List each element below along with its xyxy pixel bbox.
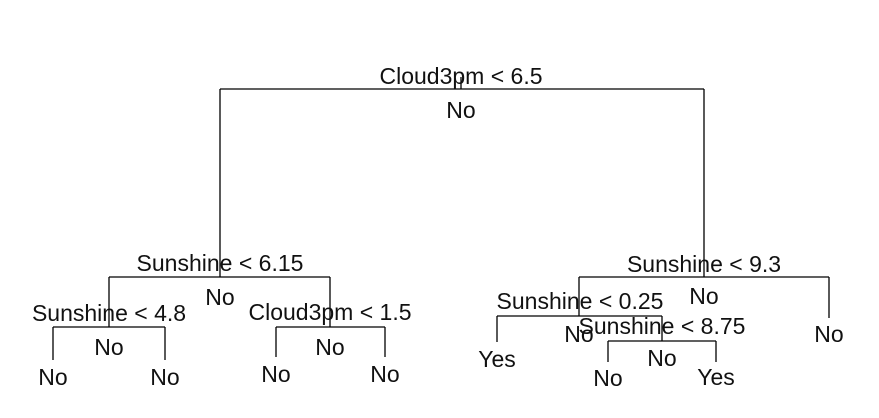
- leaf-right-right: No: [814, 321, 843, 347]
- prediction-label-right-left: No: [564, 321, 593, 347]
- leaf-left-right-left: No: [261, 361, 290, 387]
- prediction-label-right: No: [689, 283, 718, 309]
- split-label-left: Sunshine < 6.15: [137, 250, 304, 276]
- node-left: Sunshine < 6.15 No: [108, 250, 331, 327]
- split-label-right: Sunshine < 9.3: [627, 251, 781, 277]
- leaf-right-left-right-right: Yes: [697, 364, 735, 390]
- leaf-left-left-left: No: [38, 364, 67, 390]
- leaf-right-left-right-left: No: [593, 365, 622, 391]
- prediction-label-left-left: No: [94, 334, 123, 360]
- split-label-root: Cloud3pm < 6.5: [379, 63, 542, 89]
- prediction-label-right-left-right: No: [647, 345, 676, 371]
- leaf-left-right-right: No: [370, 361, 399, 387]
- node-right-left: Sunshine < 0.25 No Yes: [478, 288, 663, 372]
- split-label-left-left: Sunshine < 4.8: [32, 300, 186, 326]
- prediction-label-root: No: [446, 97, 475, 123]
- leaf-left-left-right: No: [150, 364, 179, 390]
- node-right: Sunshine < 9.3 No No: [578, 251, 844, 347]
- node-root: Cloud3pm < 6.5 No: [219, 63, 705, 277]
- prediction-label-left-right: No: [315, 334, 344, 360]
- split-label-right-left-right: Sunshine < 8.75: [579, 313, 746, 339]
- leaf-right-left-left: Yes: [478, 346, 516, 372]
- split-label-left-right: Cloud3pm < 1.5: [248, 299, 411, 325]
- node-right-left-right: Sunshine < 8.75 No No Yes: [579, 313, 746, 391]
- node-left-left: Sunshine < 4.8 No No No: [32, 300, 186, 390]
- split-label-right-left: Sunshine < 0.25: [497, 288, 664, 314]
- node-left-right: Cloud3pm < 1.5 No No No: [248, 299, 411, 387]
- prediction-label-left: No: [205, 284, 234, 310]
